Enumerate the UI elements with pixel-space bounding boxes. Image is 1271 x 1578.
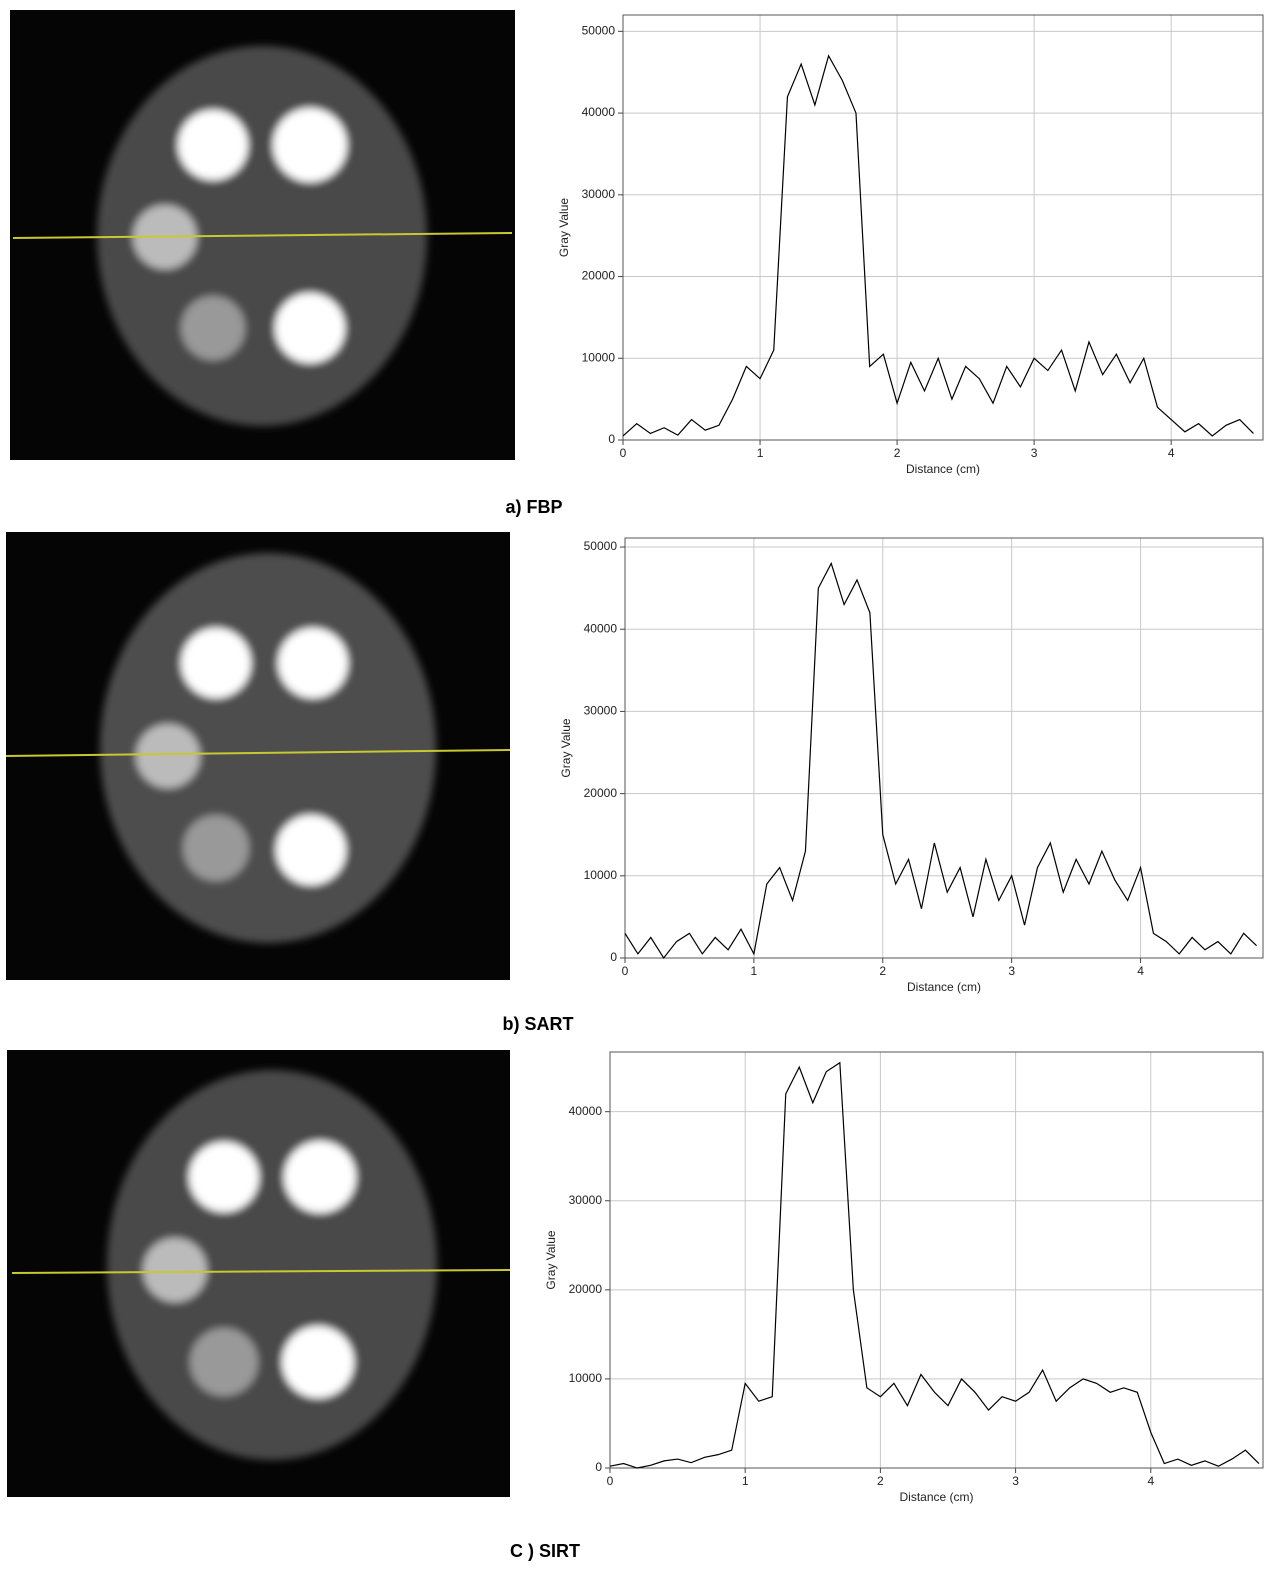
profile-line (624, 561, 1257, 960)
y-tick-label: 0 (610, 950, 617, 964)
y-axis-label: Gray Value (544, 1230, 558, 1289)
x-tick-label: 1 (742, 1474, 749, 1488)
profile-line (609, 1061, 1260, 1469)
y-tick-label: 30000 (584, 704, 618, 718)
y-tick-label: 0 (595, 1460, 602, 1474)
y-tick-label: 10000 (584, 868, 618, 882)
x-axis-label: Distance (cm) (899, 1490, 973, 1504)
y-axis-label: Gray Value (559, 718, 573, 777)
plot-frame (609, 1051, 1264, 1469)
y-tick-label: 40000 (569, 1104, 603, 1118)
y-tick-label: 40000 (584, 621, 618, 635)
ct-image-fbp (10, 10, 515, 460)
x-tick-label: 4 (1168, 446, 1175, 460)
y-tick-label: 30000 (569, 1193, 603, 1207)
caption: a) FBP (505, 497, 562, 517)
x-tick-label: 0 (620, 446, 627, 460)
ct-image-sirt (7, 1050, 511, 1497)
x-tick-label: 1 (751, 964, 758, 978)
x-tick-label: 3 (1008, 964, 1015, 978)
x-tick-label: 2 (879, 964, 886, 978)
x-tick-label: 0 (622, 964, 629, 978)
y-tick-label: 40000 (582, 105, 616, 119)
x-axis-label: Distance (cm) (907, 980, 981, 994)
y-axis-label: Gray Value (557, 198, 571, 257)
y-tick-label: 20000 (584, 786, 618, 800)
y-tick-label: 0 (608, 432, 615, 446)
y-tick-label: 30000 (582, 187, 616, 201)
x-tick-label: 3 (1031, 446, 1038, 460)
plot-frame (622, 14, 1264, 441)
x-tick-label: 0 (607, 1474, 614, 1488)
x-tick-label: 3 (1012, 1474, 1019, 1488)
y-tick-label: 20000 (582, 269, 616, 283)
x-tick-label: 4 (1137, 964, 1144, 978)
y-tick-label: 50000 (584, 539, 618, 553)
y-tick-label: 20000 (569, 1282, 603, 1296)
y-tick-label: 10000 (582, 350, 616, 364)
caption: b) SART (503, 1014, 574, 1034)
y-tick-label: 50000 (582, 24, 616, 38)
x-tick-label: 4 (1147, 1474, 1154, 1488)
y-tick-label: 10000 (569, 1371, 603, 1385)
x-tick-label: 2 (877, 1474, 884, 1488)
ct-image-sart (5, 532, 511, 980)
caption: C ) SIRT (510, 1541, 580, 1561)
x-axis-label: Distance (cm) (906, 462, 980, 476)
x-tick-label: 2 (894, 446, 901, 460)
profile-line (622, 54, 1254, 437)
plot-frame (624, 537, 1264, 959)
x-tick-label: 1 (757, 446, 764, 460)
